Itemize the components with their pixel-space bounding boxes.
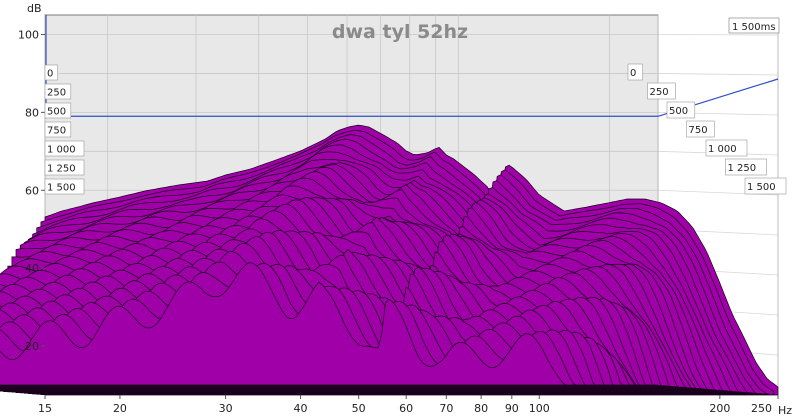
time-axis-left-labels: 0 250 500 750 1 000 1 250 1 500 [44,64,85,195]
x-tick-label: 80 [474,402,488,415]
x-tick-label: 20 [113,402,127,415]
time-max-label-box [728,17,780,34]
x-axis-unit: Hz [778,404,792,417]
x-tick-label: 40 [294,402,308,415]
time-label-left: 1 000 [47,145,76,156]
time-label-right: 1 250 [728,163,757,174]
waterfall-slice [0,262,658,386]
x-tick-label: 30 [219,402,233,415]
time-label-left: 500 [47,107,66,118]
y-tick-label: 20 [25,340,39,353]
time-label-box [44,83,72,100]
x-tick-label: 250 [751,402,772,415]
time-label-box [44,121,72,138]
y-tick-label: 40 [25,262,39,275]
waterfall-series [0,124,779,396]
time-label-right: 0 [630,68,636,79]
time-label-box [627,63,643,81]
time-label-box [44,64,58,81]
time-label-box [686,120,715,138]
x-tick-label: 100 [529,402,550,415]
x-tick-label: 60 [399,402,413,415]
time-label-box [705,139,748,157]
x-tick-label: 50 [352,402,366,415]
time-label-box [666,101,696,119]
y-axis-unit: dB [27,2,42,15]
time-label-box [744,177,787,195]
time-label-box [725,158,767,176]
side-grid-line [657,34,779,36]
time-label-left: 1 500 [47,183,76,194]
time-label-left: 1 250 [47,164,76,175]
x-axis-ticks: 15 20 30 40 50 60 70 80 90 100 200 250 [38,395,779,415]
y-tick-label: 100 [18,28,39,41]
time-max-label: 1 500ms [732,22,776,33]
x-tick-label: 15 [38,402,52,415]
y-tick-label: 80 [25,106,39,119]
time-label-right: 1 500 [747,182,776,193]
x-tick-label: 200 [709,402,730,415]
y-tick-label: 60 [25,184,39,197]
time-label-box [44,159,85,176]
time-label-left: 0 [47,69,53,80]
x-tick-label: 90 [505,402,519,415]
time-label-right: 750 [689,125,708,136]
side-grid-line [657,73,779,76]
time-label-left: 250 [47,88,66,99]
y-axis-ticks: 20 40 60 80 100 [18,28,45,353]
time-label-box [44,102,72,119]
time-label-box [44,140,85,157]
chart-title: dwa tyl 52hz [332,21,468,43]
time-label-left: 750 [47,126,66,137]
time-label-box [647,82,676,100]
time-label-box [44,178,85,195]
x-tick-label: 70 [439,402,453,415]
time-label-right: 1 000 [708,144,737,155]
time-label-right: 500 [669,106,688,117]
time-label-right: 250 [650,87,669,98]
